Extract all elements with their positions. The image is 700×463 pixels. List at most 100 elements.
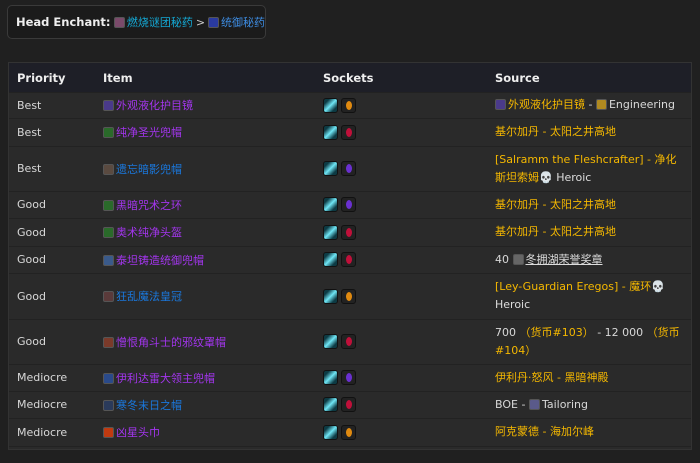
source-part[interactable]: 冬拥湖荣誉奖章 [525,252,603,266]
meta-gem-icon[interactable] [323,197,338,212]
priority: Best [17,98,42,112]
source-part[interactable]: [Salramm the Fleshcrafter] - 净化斯坦索姆 [495,152,677,184]
table-row: Good 狂乱魔法皇冠 [Ley-Guardian Eregos] - 魔环💀 … [9,273,691,320]
enchant-link-1[interactable]: 燃烧谜团秘药 [126,16,193,29]
source-part[interactable]: （货币#103） [519,325,594,339]
source: 基尔加丹 - 太阳之井高地 [495,223,685,241]
header-item: Item [103,70,133,85]
priority: Good [17,289,46,303]
gem-icon[interactable] [341,252,356,267]
gem-icon[interactable] [341,397,356,412]
source-part[interactable]: 基尔加丹 - 太阳之井高地 [495,197,616,211]
item-name[interactable]: 外观液化护目镜 [116,99,193,112]
breadcrumb-separator: > [195,15,206,29]
source: [Salramm the Fleshcrafter] - 净化斯坦索姆💀 Her… [495,151,685,187]
sockets [323,224,356,240]
source-part: 40 [495,252,513,266]
gem-icon[interactable] [341,197,356,212]
item-link[interactable]: 纯净圣光兜帽 [103,124,182,140]
meta-gem-icon[interactable] [323,424,338,440]
item-link[interactable]: 奥术纯净头盔 [103,224,182,240]
item-name[interactable]: 遗忘暗影兜帽 [116,162,182,176]
sockets [323,252,356,267]
source: 700 （货币#103） - 12 000 （货币#104） [495,324,685,360]
enchant-icon [114,16,125,28]
gem-icon[interactable] [341,224,356,240]
item-link[interactable]: 狂乱魔法皇冠 [103,288,182,304]
item-link[interactable]: 寒冬末日之帽 [103,397,182,413]
sockets [323,424,356,440]
priority: Good [17,335,46,348]
meta-gem-icon[interactable] [323,252,338,267]
source-part[interactable]: 伊利丹·怒风 - 黑暗神殿 [495,370,609,384]
source-part[interactable]: 基尔加丹 - 太阳之井高地 [495,225,616,238]
enchant-icon [208,16,219,28]
table-row: Mediocre 伊利达雷大领主兜帽 伊利丹·怒风 - 黑暗神殿 [9,364,691,392]
item-name[interactable]: 狂乱魔法皇冠 [116,290,182,303]
priority: Best [17,162,42,175]
item-link[interactable]: 凶星头巾 [103,424,160,440]
source: 基尔加丹 - 太阳之井高地 [495,123,685,141]
priority: Good [17,225,46,239]
item-icon [103,399,114,411]
sockets [323,97,356,113]
table-row: Good 奥术纯净头盔 基尔加丹 - 太阳之井高地 [9,218,691,247]
item-name[interactable]: 寒冬末日之帽 [116,398,182,412]
item-icon [103,254,114,266]
item-name[interactable]: 泰坦铸造统御兜帽 [116,253,204,267]
meta-gem-icon[interactable] [323,97,338,113]
source: 基尔加丹 - 太阳之井高地 [495,196,685,214]
sockets [323,161,356,176]
item-icon [103,336,114,348]
item-link[interactable]: 伊利达雷大领主兜帽 [103,370,215,386]
header-sockets: Sockets [323,70,374,85]
gem-icon[interactable] [341,370,356,385]
item-link[interactable]: 黑暗咒术之环 [103,197,182,213]
meta-gem-icon[interactable] [323,161,338,176]
meta-gem-icon[interactable] [323,224,338,240]
priority: Good [17,198,46,211]
gem-icon[interactable] [341,288,356,304]
item-name[interactable]: 伊利达雷大领主兜帽 [116,371,215,385]
priority: Mediocre [17,425,68,439]
item-name[interactable]: 纯净圣光兜帽 [116,126,182,139]
meta-gem-icon[interactable] [323,397,338,412]
source-part[interactable]: 基尔加丹 - 太阳之井高地 [495,125,616,138]
source-part: Engineering [608,98,675,111]
source-icon [495,99,506,110]
item-name[interactable]: 黑暗咒术之环 [116,198,182,212]
meta-gem-icon[interactable] [323,124,338,140]
item-link[interactable]: 泰坦铸造统御兜帽 [103,252,204,268]
item-name[interactable]: 奥术纯净头盔 [116,226,182,239]
source-part: Heroic [495,298,531,311]
gem-icon[interactable] [341,97,356,113]
meta-gem-icon[interactable] [323,288,338,304]
table-row: Good 黑暗咒术之环 基尔加丹 - 太阳之井高地 [9,191,691,219]
priority: Best [17,125,42,139]
skull-icon: 💀 [651,280,665,293]
meta-gem-icon[interactable] [323,370,338,385]
source-part: 700 [495,325,520,339]
gem-icon[interactable] [341,124,356,140]
item-icon [103,199,114,211]
item-link[interactable]: 憎恨角斗士的邪纹罩帽 [103,334,226,350]
item-name[interactable]: 凶星头巾 [116,426,160,439]
meta-gem-icon[interactable] [323,334,338,349]
item-name[interactable]: 憎恨角斗士的邪纹罩帽 [116,335,226,349]
items-table: Priority Item Sockets Source Best 外观液化护目… [8,62,692,450]
gem-icon[interactable] [341,424,356,440]
sockets [323,124,356,140]
gem-icon[interactable] [341,161,356,176]
source-part[interactable]: 外观液化护目镜 [508,98,585,111]
source-part: Heroic [552,170,592,184]
enchant-link-2[interactable]: 统御秘药 [220,16,265,29]
source: 伊利丹·怒风 - 黑暗神殿 [495,369,685,387]
item-link[interactable]: 遗忘暗影兜帽 [103,161,182,177]
source-part[interactable]: 阿克蒙德 - 海加尔峰 [495,425,594,438]
sockets [323,370,356,385]
gem-icon[interactable] [341,334,356,349]
source-part[interactable]: （货币#104） [495,325,680,357]
source-part[interactable]: [Ley-Guardian Eregos] - 魔环 [495,280,652,293]
skull-icon: 💀 [539,170,553,184]
item-link[interactable]: 外观液化护目镜 [103,97,193,113]
